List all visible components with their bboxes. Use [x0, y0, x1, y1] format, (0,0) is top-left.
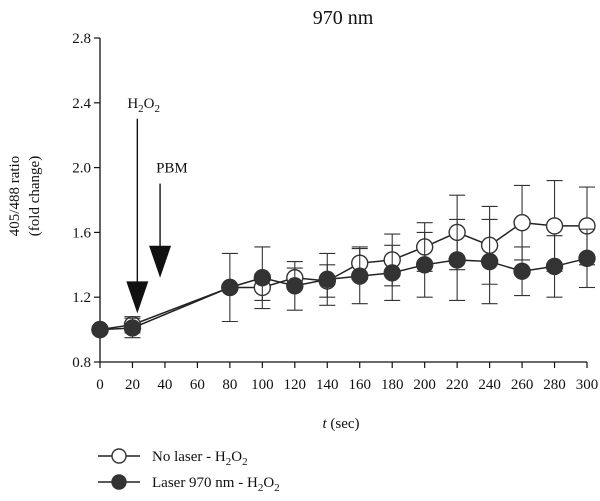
series-line: [99, 221, 587, 331]
y-tick-label: 1.2: [72, 290, 91, 306]
x-axis-var: t: [322, 416, 327, 432]
x-tick-label: 260: [511, 377, 534, 393]
annotation-label: PBM: [156, 161, 188, 177]
x-axis-title: t (sec): [322, 416, 359, 432]
data-point: [513, 262, 531, 280]
legend-label: Laser 970 nm - H2O2: [152, 475, 280, 494]
x-axis-unit: (sec): [327, 416, 360, 432]
x-tick-label: 0: [96, 377, 104, 393]
data-point: [513, 213, 531, 232]
legend-item-2: Laser 970 nm - H2O2: [98, 474, 280, 494]
x-tick-label: 160: [348, 377, 371, 393]
legend-label-sub2: 2: [242, 456, 248, 468]
x-tick-label: 200: [413, 377, 436, 393]
data-point: [123, 319, 142, 337]
data-point: [253, 269, 272, 287]
data-point: [383, 264, 401, 282]
legend-marker: [111, 474, 127, 490]
data-point: [286, 277, 304, 295]
data-point: [480, 252, 499, 271]
x-tick-label: 300: [576, 377, 599, 393]
data-point: [578, 249, 596, 268]
x-ticks: 0 20 40 60 80 100 120 140 160 180 200 220 240 260 280 3…: [96, 362, 598, 393]
data-point: [415, 256, 434, 274]
y-ticks: 0.8 1.2 1.6 2.0 2.4 2.8: [72, 31, 100, 371]
legend-label-prefix: Laser 970 nm - H: [152, 475, 258, 491]
annotation-arrow-1: H2O2: [126, 96, 160, 314]
y-axis-title: 405/488 ratio (fold change): [7, 156, 43, 236]
y-tick-label: 0.8: [72, 355, 91, 371]
annotation-label-sub1: 2: [138, 103, 144, 115]
legend-label-mid: O: [231, 449, 242, 465]
x-tick-label: 180: [381, 377, 404, 393]
data-point: [448, 251, 466, 269]
series-layer: [91, 180, 596, 339]
legend-label: No laser - H2O2: [152, 449, 248, 468]
chart-title: 970 nm: [313, 7, 374, 29]
x-tick-label: 40: [157, 377, 172, 393]
legend-label-prefix: No laser - H: [152, 449, 226, 465]
legend-marker: [111, 448, 127, 464]
data-point: [351, 267, 369, 285]
legend-label-mid: O: [263, 475, 274, 491]
x-tick-label: 120: [284, 377, 307, 393]
x-tick-label: 220: [446, 377, 469, 393]
data-point: [545, 257, 564, 276]
legend-item-1: No laser - H2O2: [98, 448, 248, 468]
x-tick-label: 140: [316, 377, 339, 393]
y-tick-label: 2.8: [72, 31, 91, 47]
data-point: [545, 217, 564, 235]
annotation-arrow-2: PBM: [149, 161, 188, 278]
y-axis-title-line2: (fold change): [27, 156, 43, 236]
y-tick-label: 2.4: [72, 96, 91, 112]
legend-label-sub1: 2: [258, 482, 264, 494]
legend-label-sub2: 2: [274, 482, 280, 494]
arrow-head: [126, 281, 149, 314]
arrow-head: [149, 245, 172, 278]
data-point: [91, 320, 109, 339]
y-tick-label: 2.0: [72, 161, 91, 177]
x-tick-label: 100: [251, 377, 274, 393]
data-point: [221, 278, 239, 297]
data-point: [318, 270, 336, 289]
annotation-label-prefix: H: [127, 96, 138, 112]
y-axis-title-line1: 405/488 ratio: [7, 156, 23, 236]
annotation-label-sub2: 2: [155, 103, 161, 115]
annotation-label-mid: O: [144, 96, 155, 112]
y-tick-label: 1.6: [72, 225, 91, 241]
x-tick-label: 240: [478, 377, 501, 393]
legend-label-sub1: 2: [226, 456, 232, 468]
x-tick-label: 60: [190, 377, 205, 393]
series-2: [91, 218, 596, 339]
axes: [99, 38, 587, 363]
x-tick-label: 20: [125, 377, 140, 393]
annotation-label: H2O2: [127, 96, 160, 115]
x-tick-label: 80: [222, 377, 237, 393]
x-tick-label: 280: [543, 377, 566, 393]
